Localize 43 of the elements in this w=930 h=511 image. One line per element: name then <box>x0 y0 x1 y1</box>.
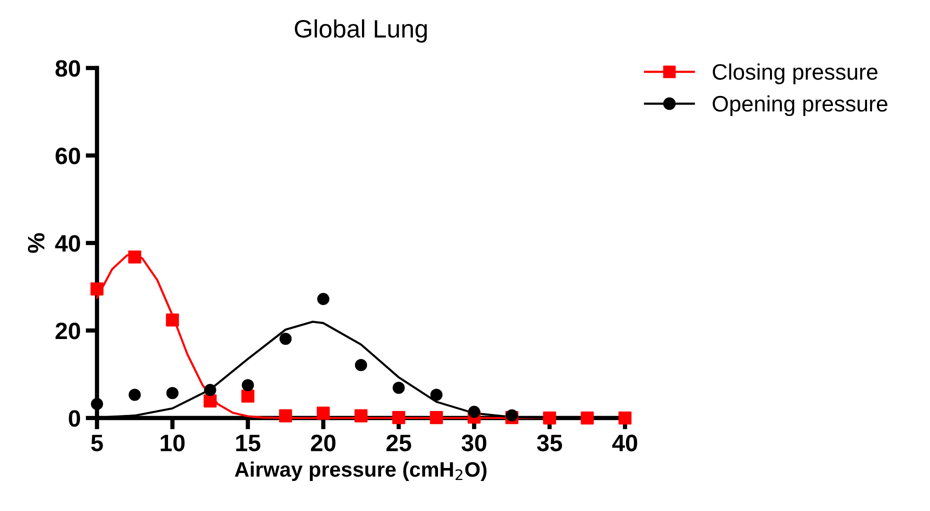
point <box>354 358 368 372</box>
point <box>506 409 518 422</box>
x-tick-label: 40 <box>612 434 638 452</box>
y-axis-title: % <box>28 233 44 253</box>
y-tick-label: 80 <box>56 60 80 77</box>
x-tick-label: 25 <box>386 434 412 452</box>
x-tick-label: 15 <box>236 434 260 452</box>
point <box>166 386 179 400</box>
point <box>430 388 443 401</box>
point <box>128 250 142 264</box>
point <box>317 292 330 306</box>
point <box>618 411 632 425</box>
point <box>204 394 217 408</box>
point <box>392 382 405 394</box>
x-tick-label: 10 <box>160 434 185 452</box>
point <box>166 313 179 327</box>
y-tick-label: 40 <box>55 235 80 252</box>
point <box>90 282 104 296</box>
point <box>279 332 292 345</box>
chart-title: Global Lung <box>294 19 427 43</box>
x-tick-label: 5 <box>91 434 103 452</box>
point <box>241 390 254 403</box>
point <box>392 411 406 424</box>
x-tick-label: 30 <box>462 434 486 452</box>
point <box>279 409 292 422</box>
point <box>128 388 141 401</box>
y-tick-label: 60 <box>56 148 80 164</box>
point <box>90 398 104 410</box>
x-axis-title: Airway pressure (cmH$_{2}$O) <box>234 462 486 481</box>
point <box>316 406 330 420</box>
point <box>354 409 368 422</box>
point <box>204 384 216 396</box>
y-tick-label: 0 <box>68 410 80 427</box>
point <box>468 406 480 418</box>
legend-label: Closing pressure <box>712 64 878 84</box>
y-tick-label: 20 <box>56 322 80 340</box>
x-tick-label: 20 <box>310 434 336 452</box>
point <box>543 411 556 425</box>
point <box>242 379 254 392</box>
legend-label: Opening pressure <box>712 95 888 116</box>
x-tick-label: 35 <box>536 434 562 452</box>
point <box>580 411 594 425</box>
point <box>430 411 443 424</box>
